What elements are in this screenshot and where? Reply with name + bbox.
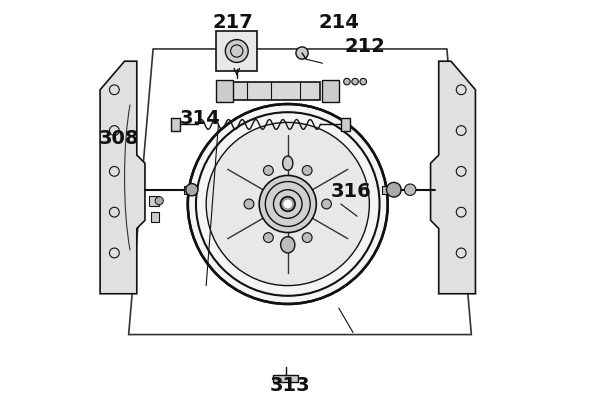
Bar bbox=[217, 80, 233, 102]
Circle shape bbox=[155, 197, 163, 205]
Bar bbox=[184, 186, 192, 194]
Circle shape bbox=[386, 182, 401, 197]
Circle shape bbox=[302, 233, 312, 242]
Circle shape bbox=[344, 78, 350, 85]
Circle shape bbox=[244, 199, 254, 209]
Text: 313: 313 bbox=[269, 376, 310, 395]
Ellipse shape bbox=[281, 237, 295, 253]
Bar bbox=[274, 375, 298, 382]
Circle shape bbox=[322, 199, 331, 209]
Circle shape bbox=[263, 233, 273, 242]
Circle shape bbox=[352, 78, 358, 85]
Bar bbox=[382, 186, 391, 194]
Text: 214: 214 bbox=[319, 13, 359, 32]
Bar bbox=[172, 118, 181, 131]
Circle shape bbox=[186, 184, 198, 196]
Text: 316: 316 bbox=[331, 182, 371, 201]
FancyBboxPatch shape bbox=[217, 31, 257, 71]
Circle shape bbox=[404, 184, 416, 195]
Bar bbox=[149, 196, 159, 206]
Circle shape bbox=[296, 47, 308, 59]
Bar bbox=[322, 80, 339, 102]
Circle shape bbox=[284, 200, 292, 208]
Circle shape bbox=[226, 40, 248, 62]
Text: 308: 308 bbox=[98, 129, 139, 148]
Circle shape bbox=[302, 166, 312, 175]
Circle shape bbox=[360, 78, 367, 85]
Text: 212: 212 bbox=[345, 38, 386, 56]
Text: 217: 217 bbox=[212, 13, 253, 32]
Circle shape bbox=[259, 175, 316, 233]
Bar bbox=[151, 212, 159, 222]
Bar bbox=[230, 82, 320, 100]
Polygon shape bbox=[431, 61, 475, 294]
Bar bbox=[341, 118, 350, 131]
Circle shape bbox=[263, 166, 273, 175]
Text: 314: 314 bbox=[179, 109, 220, 128]
Circle shape bbox=[206, 122, 370, 286]
Circle shape bbox=[280, 197, 295, 211]
Ellipse shape bbox=[283, 156, 293, 171]
Circle shape bbox=[188, 104, 388, 304]
Polygon shape bbox=[100, 61, 145, 294]
